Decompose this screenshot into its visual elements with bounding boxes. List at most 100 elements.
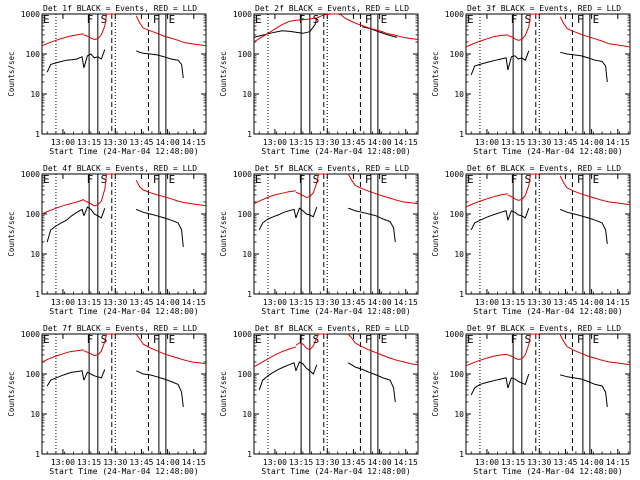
panel-5-axes-frame xyxy=(253,173,419,295)
panel-3-interval-label: E xyxy=(593,13,600,26)
panel-1-interval-label: F xyxy=(87,13,94,26)
panel-6-x-tick-label: 14:15 xyxy=(606,298,630,307)
panel-4-lld-series-line xyxy=(41,199,85,215)
panel-2-y-tick-label: 10 xyxy=(242,90,252,99)
panel-2-events-series-line xyxy=(362,26,398,38)
panel-6-ylabel: Counts/sec xyxy=(431,211,440,256)
panel-3-title: Det 3f BLACK = Events, RED = LLD xyxy=(467,4,621,13)
panel-5-x-tick-label: 13:15 xyxy=(289,298,313,307)
panel-8-x-tick-label: 13:00 xyxy=(263,458,287,467)
panel-2-interval-label: E xyxy=(381,13,388,26)
panel-9-y-tick-label: 1 xyxy=(459,450,464,459)
panel-5-ylabel: Counts/sec xyxy=(219,211,228,256)
panel-7-x-tick-label: 13:30 xyxy=(103,458,127,467)
panel-4-lld-series-line xyxy=(135,179,207,207)
panel-5-interval-label: E xyxy=(381,173,388,186)
panel-6-x-tick-label: 13:45 xyxy=(553,298,577,307)
panel-8-x-tick-label: 13:15 xyxy=(289,458,313,467)
panel-6-lld-series-line xyxy=(465,193,508,208)
panel-6-interval-label: F xyxy=(511,173,518,186)
panel-7-interval-label: E xyxy=(169,333,176,346)
panel-3-axes-frame xyxy=(465,13,631,135)
panel-7-xlabel: Start Time (24-Mar-04 12:48:00) xyxy=(49,467,198,476)
panel-3-x-tick-label: 14:15 xyxy=(606,138,630,147)
panel-6-interval-label: E xyxy=(467,173,474,186)
panel-7-title: Det 7f BLACK = Events, RED = LLD xyxy=(43,324,197,333)
panel-5-x-tick-label: 14:00 xyxy=(368,298,392,307)
panel-5-interval-label: F xyxy=(365,173,372,186)
panel-3-x-tick-label: 13:45 xyxy=(553,138,577,147)
panel-4-x-tick-label: 13:45 xyxy=(129,298,153,307)
panel-6-lld-series-line xyxy=(559,175,631,206)
panel-8-interval-label: E xyxy=(255,333,262,346)
panel-1-x-tick-label: 14:15 xyxy=(182,138,206,147)
panel-7-x-tick-label: 13:45 xyxy=(129,458,153,467)
panel-9-events-series-line xyxy=(470,377,509,396)
panel-1-events-series-line xyxy=(83,49,106,69)
panel-6-y-tick-label: 100 xyxy=(450,210,465,219)
panel-1-lld-series-line xyxy=(83,13,116,41)
panel-2-interval-label: E xyxy=(255,13,262,26)
panel-3-lld-series-line xyxy=(465,34,508,48)
panel-4-interval-label: F xyxy=(87,173,94,186)
panel-9-x-tick-label: 14:00 xyxy=(580,458,604,467)
panel-8-lld-series-line xyxy=(295,333,328,351)
panel-8-events-series-line xyxy=(347,362,396,403)
panel-5-interval-label: E xyxy=(255,173,262,186)
panel-5-lld-series-line xyxy=(295,173,328,198)
panel-5-x-tick-label: 13:00 xyxy=(263,298,287,307)
panel-3-events-series-line xyxy=(507,50,530,71)
panel-4-y-tick-label: 10 xyxy=(30,250,40,259)
panel-7-events-series-line xyxy=(136,370,184,408)
panel-2-events-series-line xyxy=(253,17,318,38)
panel-7-x-tick-label: 14:00 xyxy=(156,458,180,467)
panel-4-title: Det 4f BLACK = Events, RED = LLD xyxy=(43,164,197,173)
panel-5-events-series-line xyxy=(258,208,297,231)
panel-6-events-series-line xyxy=(470,210,509,231)
panel-9-events-series-line xyxy=(560,374,608,408)
panel-9-y-tick-label: 100 xyxy=(450,370,465,379)
panel-3-y-tick-label: 100 xyxy=(450,50,465,59)
panel-9-x-tick-label: 13:00 xyxy=(475,458,499,467)
panel-3-ylabel: Counts/sec xyxy=(431,51,440,96)
panel-5-y-tick-label: 10 xyxy=(242,250,252,259)
panel-1-y-tick-label: 10 xyxy=(30,90,40,99)
panel-9-title: Det 9f BLACK = Events, RED = LLD xyxy=(467,324,621,333)
panel-6-x-tick-label: 13:15 xyxy=(501,298,525,307)
panel-4-x-tick-label: 14:15 xyxy=(182,298,206,307)
panel-1-interval-label: E xyxy=(43,13,50,26)
panel-8-y-tick-label: 1000 xyxy=(233,330,252,339)
panel-1-x-tick-label: 13:15 xyxy=(77,138,101,147)
panel-3-y-tick-label: 10 xyxy=(454,90,464,99)
panel-6-events-series-line xyxy=(560,208,608,244)
panel-1-x-tick-label: 14:00 xyxy=(156,138,180,147)
panel-7-interval-label: S xyxy=(101,333,108,346)
panel-4-x-tick-label: 13:00 xyxy=(51,298,75,307)
panel-1-y-tick-label: 1 xyxy=(35,130,40,139)
panel-5-y-tick-label: 100 xyxy=(238,210,253,219)
panel-1-interval-label: S xyxy=(101,13,108,26)
panel-9-lld-series-line xyxy=(559,334,631,366)
panel-4-interval-label: E xyxy=(169,173,176,186)
panel-8-y-tick-label: 10 xyxy=(242,410,252,419)
panel-9-x-tick-label: 13:15 xyxy=(501,458,525,467)
panel-8-interval-label: F xyxy=(299,333,306,346)
panel-6-y-tick-label: 1000 xyxy=(445,170,464,179)
panel-9-interval-label: E xyxy=(593,333,600,346)
panel-6-x-tick-label: 14:00 xyxy=(580,298,604,307)
panel-6-x-tick-label: 13:30 xyxy=(527,298,551,307)
panel-9-x-tick-label: 13:30 xyxy=(527,458,551,467)
panel-7-events-series-line xyxy=(46,370,85,387)
panel-8-y-tick-label: 100 xyxy=(238,370,253,379)
panel-1-axes-frame xyxy=(41,13,207,135)
panel-7-x-tick-label: 14:15 xyxy=(182,458,206,467)
panel-2-lld-series-line xyxy=(344,17,419,40)
panel-5-x-tick-label: 13:45 xyxy=(341,298,365,307)
panel-4-events-series-line xyxy=(83,206,106,219)
panel-9-y-tick-label: 1000 xyxy=(445,330,464,339)
panel-4-y-tick-label: 100 xyxy=(26,210,41,219)
panel-5-interval-label: F xyxy=(299,173,306,186)
panel-7-lld-series-line xyxy=(83,333,116,357)
panel-8-x-tick-label: 13:30 xyxy=(315,458,339,467)
panel-3-y-tick-label: 1000 xyxy=(445,10,464,19)
